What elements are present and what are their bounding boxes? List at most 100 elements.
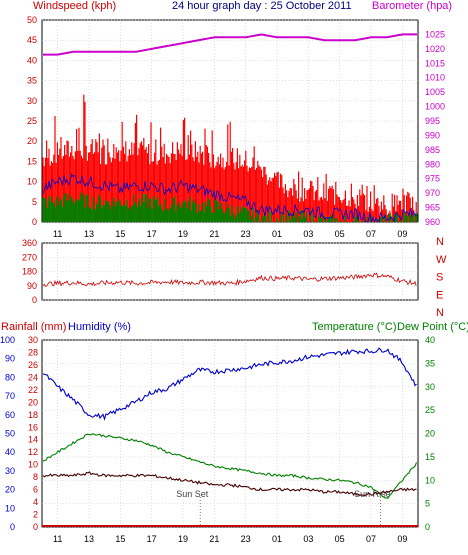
direction-y-tick-label: 270 [22,252,37,262]
rain-y-tick-label: 18 [28,410,38,420]
rain-y-tick-label: 0 [33,522,38,532]
humidity-y-tick-label: 10 [5,503,15,513]
compass-label: N [436,236,444,248]
direction-panel-frame [41,242,419,301]
x-tick-label: 13 [84,229,94,239]
wind-y-tick-label: 45 [27,35,37,45]
barometer-y-tick-label: 975 [425,174,440,184]
x-tick-label: 21 [209,229,219,239]
barometer-axis-title: Barometer (hpa) [372,0,452,12]
x-tick-label: 09 [397,534,407,544]
temperature-y-tick-label: 40 [425,335,435,345]
wind-y-tick-label: 5 [32,197,37,207]
x-tick-label: 21 [209,534,219,544]
rain-y-tick-label: 10 [28,460,38,470]
x-tick-label: 01 [272,229,282,239]
humidity-y-tick-label: 90 [5,354,15,364]
rain-y-tick-label: 22 [28,385,38,395]
barometer-y-tick-label: 1010 [425,73,445,83]
barometer-y-tick-label: 980 [425,159,440,169]
direction-y-tick-label: 0 [32,295,37,305]
x-tick-label: 23 [241,534,251,544]
x-tick-label: 23 [241,229,251,239]
wind-y-tick-label: 25 [27,116,37,126]
average-wind-line [42,173,417,224]
temperature-y-tick-label: 35 [425,358,435,368]
wind-y-tick-label: 20 [27,136,37,146]
temperature-y-tick-label: 0 [425,522,430,532]
wind-y-tick-label: 0 [32,217,37,227]
barometer-y-tick-label: 1015 [425,58,445,68]
barometer-y-tick-label: 1005 [425,87,445,97]
sunrise-label: Sun Rise [354,489,391,499]
x-tick-label: 19 [178,229,188,239]
temperature-y-tick-label: 20 [425,429,435,439]
barometer-y-tick-label: 960 [425,217,440,227]
x-tick-label: 11 [53,229,62,239]
wind-y-tick-label: 40 [27,55,37,65]
humidity-y-tick-label: 100 [0,335,15,345]
temperature-axis-title: Temperature (°C) [312,321,396,333]
rain-y-tick-label: 12 [28,447,38,457]
windspeed-axis-title: Windspeed (kph) [33,0,116,12]
temperature-y-tick-label: 5 [425,499,430,509]
humidity-y-tick-label: 0 [10,522,15,532]
barometer-y-tick-label: 970 [425,188,440,198]
temperature-y-tick-label: 10 [425,475,435,485]
wind-direction-line [42,272,417,287]
x-tick-label: 19 [178,534,188,544]
rain-y-tick-label: 2 [33,510,38,520]
humidity-axis-title: Humidity (%) [68,321,131,333]
temperature-y-tick-label: 15 [425,452,435,462]
rain-y-tick-label: 6 [33,485,38,495]
rain-y-tick-label: 24 [28,372,38,382]
temperature-line [42,433,418,499]
humidity-y-tick-label: 20 [5,485,15,495]
temperature-y-tick-label: 25 [425,405,435,415]
x-tick-label: 09 [397,229,407,239]
dewpoint-line [42,471,417,497]
x-tick-label: 17 [147,229,157,239]
humidity-line [42,347,417,421]
humidity-y-tick-label: 40 [5,447,15,457]
barometer-y-tick-label: 990 [425,130,440,140]
rain-y-tick-label: 26 [28,360,38,370]
rain-y-tick-label: 8 [33,472,38,482]
humidity-y-tick-label: 60 [5,410,15,420]
x-tick-label: 17 [147,534,157,544]
rain-y-tick-label: 20 [28,397,38,407]
chart-title: 24 hour graph day : 25 October 2011 [172,0,352,12]
humidity-y-tick-label: 80 [5,372,15,382]
wind-y-tick-label: 30 [27,96,37,106]
x-tick-label: 13 [84,534,94,544]
compass-label: W [436,254,447,266]
compass-label: S [436,272,443,284]
x-tick-label: 15 [115,534,125,544]
rainfall-axis-title: Rainfall (mm) [1,321,66,333]
x-tick-label: 11 [53,534,62,544]
x-tick-label: 03 [303,534,313,544]
direction-y-tick-label: 360 [22,238,37,248]
barometer-y-tick-label: 1025 [425,29,445,39]
rain-y-tick-label: 28 [28,347,38,357]
barometer-y-tick-label: 995 [425,116,440,126]
barometer-y-tick-label: 985 [425,145,440,155]
wind-y-tick-label: 15 [27,156,37,166]
compass-label: E [436,289,443,301]
wind-y-tick-label: 10 [27,177,37,187]
x-tick-label: 05 [335,534,345,544]
barometer-y-tick-label: 1020 [425,44,445,54]
x-tick-label: 07 [366,534,376,544]
x-tick-label: 15 [115,229,125,239]
wind-y-tick-label: 50 [27,15,37,25]
rain-y-tick-label: 30 [28,335,38,345]
rain-y-tick-label: 16 [28,422,38,432]
barometer-y-tick-label: 1000 [425,102,445,112]
wind-y-tick-label: 35 [27,76,37,86]
rain-y-tick-label: 14 [28,435,38,445]
sunset-label: Sun Set [176,489,209,499]
compass-label: N [436,307,444,319]
direction-y-tick-label: 180 [22,267,37,277]
